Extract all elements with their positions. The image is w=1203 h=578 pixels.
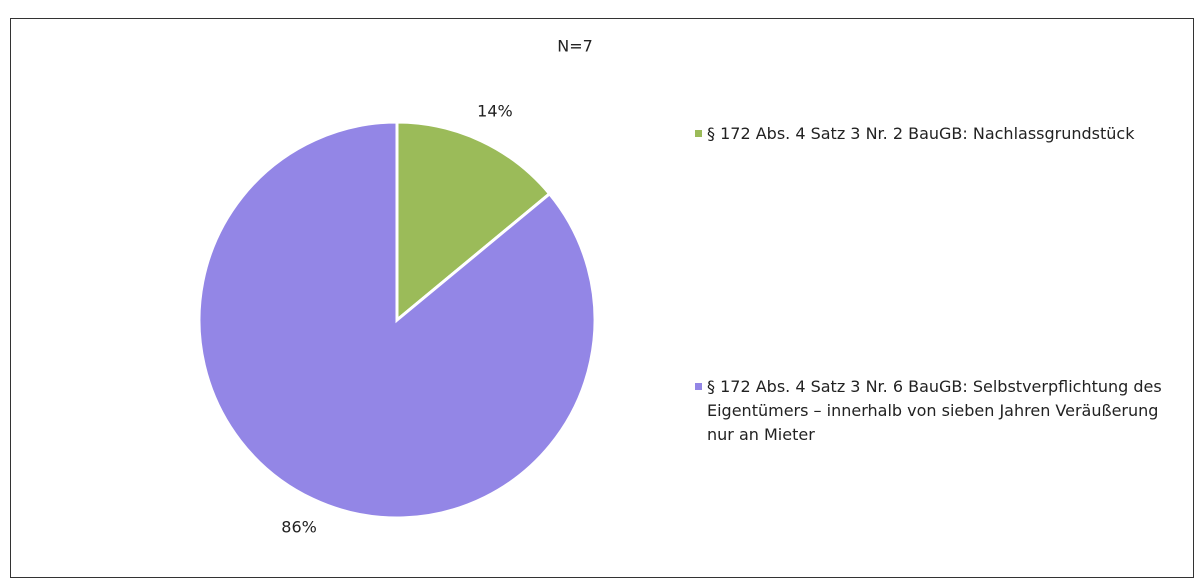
chart-subtitle: N=7 (557, 37, 593, 56)
legend-swatch (695, 130, 702, 137)
pie-slice (395, 120, 552, 324)
data-label: 86% (281, 518, 317, 537)
legend-item: § 172 Abs. 4 Satz 3 Nr. 2 BauGB: Nachlas… (695, 122, 1165, 146)
pie-slice (197, 120, 597, 520)
legend-swatch (695, 383, 702, 390)
legend-item: § 172 Abs. 4 Satz 3 Nr. 6 BauGB: Selbstv… (695, 375, 1165, 447)
legend-label: § 172 Abs. 4 Satz 3 Nr. 6 BauGB: Selbstv… (707, 377, 1162, 444)
data-label: 14% (477, 101, 513, 120)
legend-label: § 172 Abs. 4 Satz 3 Nr. 2 BauGB: Nachlas… (707, 124, 1135, 143)
